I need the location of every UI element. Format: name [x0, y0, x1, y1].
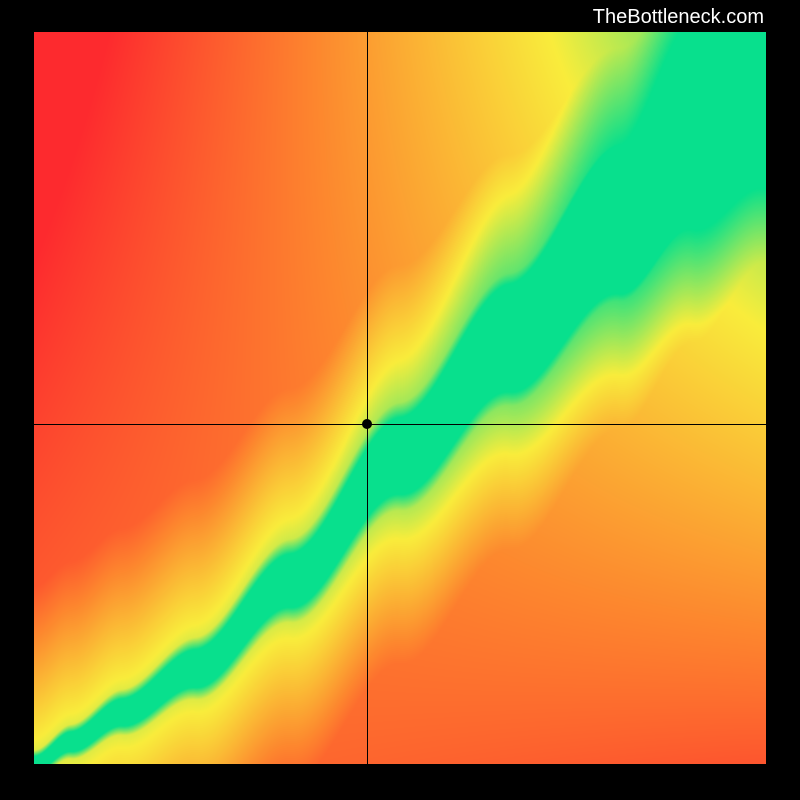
bottleneck-heatmap: [34, 32, 766, 764]
heatmap-frame: [34, 32, 766, 764]
site-watermark: TheBottleneck.com: [0, 0, 800, 32]
crosshair-horizontal: [34, 424, 766, 425]
chart-container: [0, 32, 800, 800]
selected-point-marker: [362, 419, 372, 429]
crosshair-vertical: [367, 32, 368, 764]
